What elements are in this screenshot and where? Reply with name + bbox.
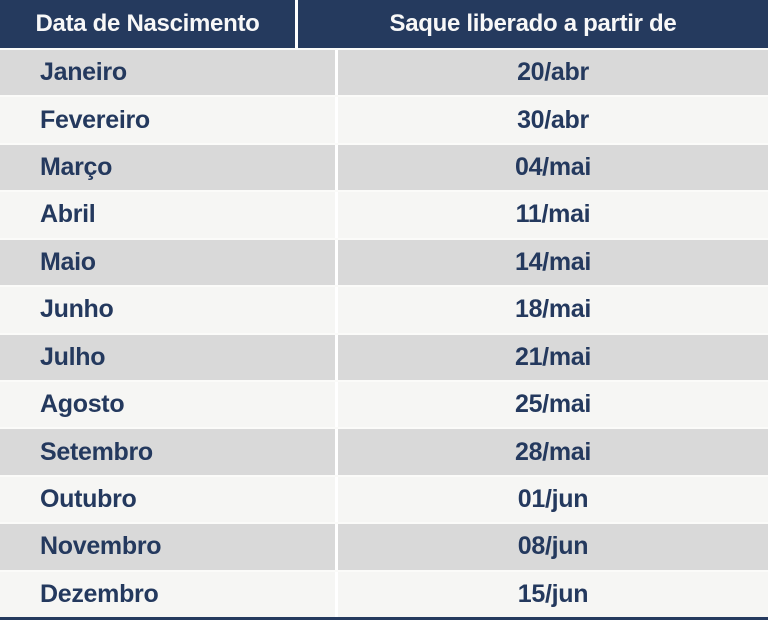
column-divider	[335, 50, 338, 96]
release-date-cell: 21/mai	[338, 334, 768, 380]
month-cell: Abril	[0, 192, 335, 238]
column-divider	[335, 192, 338, 238]
table-row: Novembro 08/jun	[0, 522, 768, 570]
column-header-saque-liberado: Saque liberado a partir de	[298, 0, 768, 48]
month-cell: Julho	[0, 334, 335, 380]
release-date-cell: 30/abr	[338, 97, 768, 143]
table-row: Abril 11/mai	[0, 190, 768, 238]
column-divider	[335, 524, 338, 570]
table-row: Janeiro 20/abr	[0, 48, 768, 96]
column-divider	[335, 571, 338, 617]
release-date-cell: 28/mai	[338, 429, 768, 475]
release-date-cell: 04/mai	[338, 144, 768, 191]
table-row: Agosto 25/mai	[0, 379, 768, 428]
column-divider	[335, 144, 338, 191]
release-date-cell: 18/mai	[338, 287, 768, 333]
month-cell: Março	[0, 144, 335, 191]
column-divider	[295, 0, 298, 48]
month-cell: Novembro	[0, 524, 335, 570]
release-date-cell: 11/mai	[338, 192, 768, 238]
table-row: Outubro 01/jun	[0, 474, 768, 523]
column-divider	[335, 334, 338, 380]
table-row: Fevereiro 30/abr	[0, 95, 768, 143]
column-header-data-de-nascimento: Data de Nascimento	[0, 0, 295, 48]
table-row: Maio 14/mai	[0, 237, 768, 286]
month-cell: Outubro	[0, 476, 335, 523]
release-date-cell: 25/mai	[338, 381, 768, 428]
column-divider	[335, 429, 338, 475]
month-cell: Agosto	[0, 381, 335, 428]
column-divider	[335, 97, 338, 143]
table-row: Setembro 28/mai	[0, 427, 768, 475]
release-date-cell: 08/jun	[338, 524, 768, 570]
month-cell: Junho	[0, 287, 335, 333]
table-body: Janeiro 20/abr Fevereiro 30/abr Março 04…	[0, 48, 768, 617]
month-cell: Fevereiro	[0, 97, 335, 143]
month-cell: Dezembro	[0, 571, 335, 617]
month-cell: Setembro	[0, 429, 335, 475]
table-row: Julho 21/mai	[0, 332, 768, 380]
table-header-row: Data de Nascimento Saque liberado a part…	[0, 0, 768, 48]
month-cell: Janeiro	[0, 50, 335, 96]
release-date-cell: 20/abr	[338, 50, 768, 96]
release-date-cell: 14/mai	[338, 239, 768, 286]
table-row: Dezembro 15/jun	[0, 569, 768, 617]
column-divider	[335, 287, 338, 333]
release-date-cell: 01/jun	[338, 476, 768, 523]
column-divider	[335, 381, 338, 428]
release-date-cell: 15/jun	[338, 571, 768, 617]
table-row: Junho 18/mai	[0, 285, 768, 333]
month-cell: Maio	[0, 239, 335, 286]
column-divider	[335, 239, 338, 286]
table-row: Março 04/mai	[0, 142, 768, 191]
column-divider	[335, 476, 338, 523]
